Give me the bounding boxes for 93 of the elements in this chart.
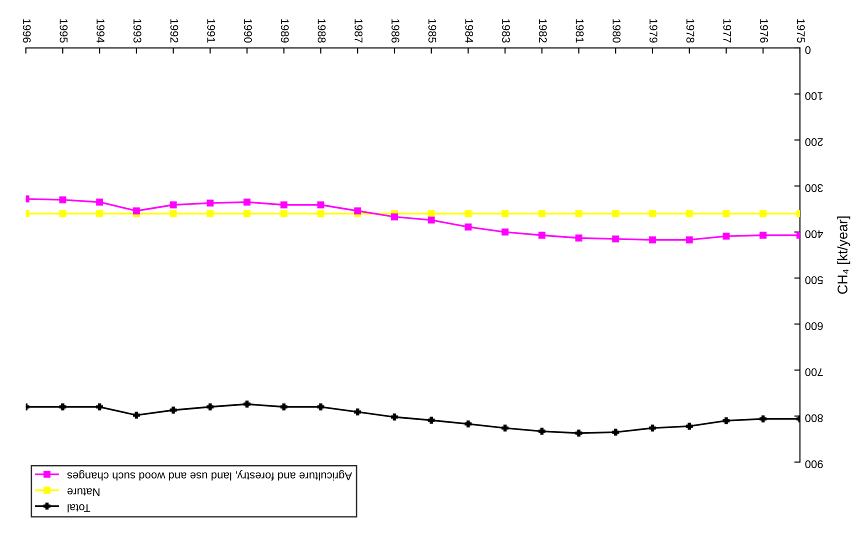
point (464, 210, 472, 218)
point (538, 428, 546, 435)
x-tick-label: 1982 (538, 19, 547, 43)
point (59, 403, 66, 410)
point (428, 210, 435, 218)
x-tick-label: 1985 (428, 19, 436, 43)
x-tick-label: 1986 (391, 19, 400, 43)
y-tick-label: 400 (805, 230, 824, 238)
x-tick-label: 1993 (133, 19, 142, 43)
point (244, 198, 250, 206)
x-tick-label: 1996 (22, 19, 31, 43)
point (132, 207, 140, 214)
point (575, 234, 582, 242)
point (686, 236, 693, 244)
point (132, 412, 140, 419)
point (686, 210, 693, 218)
point (317, 201, 324, 208)
point (502, 228, 509, 236)
point (612, 235, 620, 242)
point (354, 408, 362, 416)
point (170, 201, 177, 208)
point (649, 424, 656, 432)
y-tick-label: 500 (805, 276, 823, 284)
point (649, 210, 656, 218)
y-tick-label: 100 (805, 92, 822, 100)
y-tick-label: 600 (805, 322, 823, 330)
legend-label: Total (68, 504, 90, 512)
point (96, 210, 104, 218)
x-tick-label: 1983 (502, 19, 510, 43)
point (464, 420, 472, 428)
point (575, 430, 582, 437)
point (538, 232, 546, 239)
y-tick-label: 900 (805, 460, 823, 468)
point (575, 210, 582, 218)
point (96, 198, 104, 206)
point (502, 424, 509, 432)
x-tick-label: 1976 (760, 19, 768, 43)
y-axis-title: CH₄ [kt/year] (837, 216, 850, 294)
point (760, 232, 767, 239)
point (170, 210, 177, 218)
x-tick-label: 1992 (170, 19, 178, 43)
x-tick-label: 1995 (60, 19, 68, 43)
x-tick-label: 1988 (318, 19, 326, 43)
point (244, 400, 250, 408)
point (206, 210, 214, 218)
point (59, 210, 66, 218)
point (317, 210, 324, 218)
point (280, 403, 288, 410)
y-tick-label: 800 (805, 414, 823, 422)
x-tick-label: 1978 (686, 19, 694, 43)
y-tick-label: 0 (805, 46, 811, 54)
y-tick-label: 300 (805, 184, 823, 192)
x-tick-label: 1981 (576, 19, 584, 43)
point (612, 428, 620, 436)
x-tick-label: 1991 (207, 19, 216, 43)
point (280, 210, 288, 218)
point (354, 207, 362, 214)
legend-label: Agriculture and forestry, land use and wood such changes (67, 470, 352, 481)
point (96, 403, 104, 410)
point (206, 200, 214, 207)
y-tick-label: 200 (805, 138, 823, 146)
point (464, 224, 472, 230)
point (390, 213, 398, 220)
point (722, 417, 730, 424)
point (280, 201, 288, 208)
point (612, 210, 620, 218)
point (686, 422, 693, 430)
point (317, 403, 324, 410)
point (760, 210, 767, 218)
point (722, 210, 730, 218)
point (760, 415, 767, 422)
x-tick-label: 1987 (354, 19, 362, 43)
point (502, 210, 509, 218)
point (206, 403, 214, 410)
legend-label: Nature (67, 488, 100, 496)
point (722, 232, 730, 240)
y-tick-label: 700 (805, 368, 823, 376)
x-tick-label: 1980 (612, 19, 621, 43)
point (390, 414, 398, 420)
x-tick-label: 1989 (280, 19, 289, 43)
point (428, 416, 435, 424)
point (244, 210, 250, 218)
point (170, 406, 177, 414)
x-tick-label: 1977 (723, 19, 732, 43)
point (538, 210, 546, 218)
point (649, 236, 656, 244)
x-tick-label: 1979 (650, 19, 658, 43)
point (428, 216, 435, 224)
point (59, 196, 66, 204)
x-tick-label: 1975 (796, 19, 805, 43)
x-tick-label: 1990 (244, 19, 252, 43)
x-tick-label: 1984 (465, 19, 474, 43)
x-tick-label: 1994 (96, 19, 104, 43)
